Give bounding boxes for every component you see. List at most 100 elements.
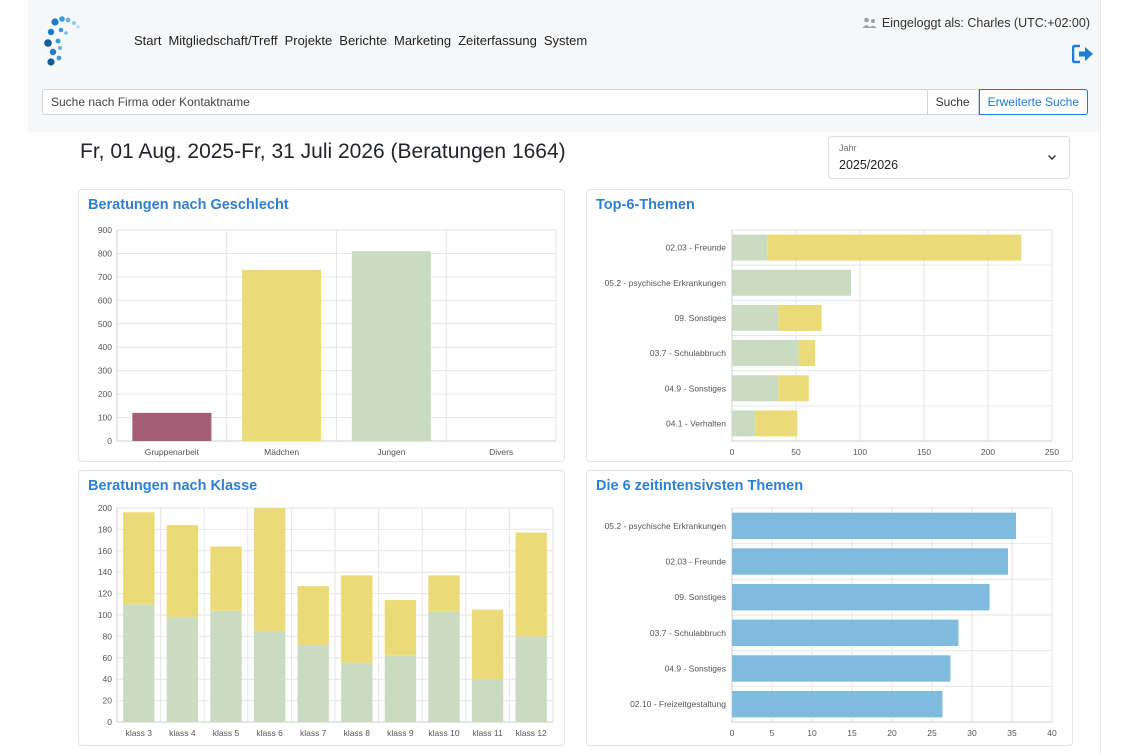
chart-title: Beratungen nach Geschlecht [88, 197, 289, 213]
x-tick-label: Divers [489, 447, 513, 457]
y-tick-label: 60 [103, 653, 113, 663]
y-tick-label: 04.1 - Verhalten [666, 418, 726, 428]
bar-segment [471, 609, 504, 680]
y-tick-label: 900 [98, 225, 112, 235]
chart-svg: 0 50 100 150 200 250 02.03 - Freunde 05.2 - psy… [605, 229, 1059, 457]
x-tick-label: klass 5 [213, 728, 240, 738]
y-tick-label: 400 [98, 342, 112, 352]
nav-mitgliedschaft[interactable]: Mitgliedschaft/Treff [168, 33, 278, 48]
bar-segment [123, 512, 155, 605]
y-tick-label: 0 [107, 436, 112, 446]
bar-segment [341, 663, 373, 722]
x-tick-label: 15 [847, 728, 857, 738]
y-tick-label: 700 [98, 272, 112, 282]
chart-title: Top-6-Themen [596, 197, 695, 213]
chart-svg: 0 5 10 15 20 25 30 35 40 05.2 - psychische Erkran… [605, 507, 1057, 738]
year-select[interactable]: Jahr 2025/2026 [828, 136, 1070, 179]
bar [732, 548, 1008, 575]
year-select-value: 2025/2026 [839, 158, 899, 172]
x-tick-label: klass 9 [387, 728, 414, 738]
chart-svg: 0 100 200 300 400 500 600 700 800 900 Gruppenarbei… [98, 225, 557, 457]
x-tick-label: klass 7 [300, 728, 327, 738]
app-window: Start Mitgliedschaft/Treff Projekte Beri… [28, 0, 1100, 753]
chart-svg: 0 20 40 60 80 100 120 140 160 180 200 klass 3 klass … [98, 503, 554, 738]
bar-segment [253, 508, 286, 632]
year-select-label: Jahr [839, 143, 857, 153]
bar-segment [384, 655, 417, 722]
y-tick-label: 180 [98, 524, 112, 534]
y-tick-label: 120 [98, 589, 112, 599]
bar-segment [767, 234, 1022, 261]
bar-segment [297, 586, 329, 645]
bar-segment [732, 234, 768, 261]
x-tick-label: 0 [730, 447, 735, 457]
bar-segment [297, 644, 329, 722]
nav-start[interactable]: Start [134, 33, 162, 48]
search-bar: Suche Erweiterte Suche [42, 89, 1088, 115]
x-tick-label: 150 [917, 447, 931, 457]
bar-segment [732, 410, 756, 437]
bar [732, 655, 951, 682]
bar-segment [471, 679, 504, 722]
bar-segment [732, 269, 852, 296]
nav-projekte[interactable]: Projekte [284, 33, 333, 48]
x-tick-label: Jungen [377, 447, 405, 457]
x-tick-label: klass 11 [472, 728, 503, 738]
bar-segment [515, 636, 547, 722]
bar-segment [384, 600, 417, 656]
y-tick-label: 02.10 - Freizeitgestaltung [630, 699, 726, 709]
nav-berichte[interactable]: Berichte [339, 33, 387, 48]
bar-segment [515, 532, 547, 637]
left-margin [0, 0, 28, 753]
bar-segment [210, 546, 242, 611]
y-tick-label: 500 [98, 319, 112, 329]
bar-segment [732, 375, 779, 402]
bar [732, 512, 1016, 540]
bar [242, 269, 322, 441]
advanced-search-button[interactable]: Erweiterte Suche [978, 89, 1088, 115]
y-tick-label: 140 [98, 567, 112, 577]
y-tick-label: 04.9 - Sonstiges [665, 664, 726, 674]
y-tick-label: 05.2 - psychische Erkrankungen [605, 521, 727, 531]
y-tick-label: 09. Sonstiges [674, 592, 726, 602]
y-tick-label: 02.03 - Freunde [666, 243, 727, 253]
y-tick-label: 09. Sonstiges [674, 313, 726, 323]
bar [732, 583, 990, 611]
y-tick-label: 200 [98, 503, 112, 513]
logo-icon[interactable] [38, 10, 98, 70]
x-tick-label: Mädchen [264, 447, 299, 457]
bar-segment [732, 304, 779, 331]
right-margin [1100, 0, 1128, 753]
x-tick-label: 200 [981, 447, 995, 457]
bar-segment [166, 525, 199, 618]
y-tick-label: 200 [98, 389, 112, 399]
bar-segment [253, 631, 286, 722]
search-button[interactable]: Suche [927, 89, 979, 115]
bar-segment [778, 375, 809, 402]
nav-zeiterfassung[interactable]: Zeiterfassung [458, 33, 537, 48]
header: Start Mitgliedschaft/Treff Projekte Beri… [28, 0, 1100, 132]
x-tick-label: 10 [807, 728, 817, 738]
bar [732, 690, 943, 718]
logout-icon[interactable] [1072, 44, 1094, 64]
user-icon [862, 17, 877, 28]
x-tick-label: klass 10 [428, 728, 459, 738]
bar-segment [755, 410, 798, 437]
y-tick-label: 02.03 - Freunde [666, 557, 727, 567]
x-tick-label: klass 12 [516, 728, 547, 738]
nav-marketing[interactable]: Marketing [393, 33, 452, 48]
bar-segment [428, 611, 460, 722]
x-tick-label: 25 [927, 728, 937, 738]
bar [732, 619, 959, 647]
x-tick-label: 0 [730, 728, 735, 738]
bar-segment [778, 304, 822, 331]
nav-system[interactable]: System [543, 33, 588, 48]
bar-segment [341, 575, 373, 664]
bar-segment [123, 604, 155, 722]
y-tick-label: 160 [98, 546, 112, 556]
x-tick-label: Gruppenarbeit [145, 447, 200, 457]
y-tick-label: 40 [103, 674, 113, 684]
y-tick-label: 600 [98, 295, 112, 305]
search-input[interactable] [42, 89, 928, 115]
y-tick-label: 03.7 - Schulabbruch [650, 628, 726, 638]
